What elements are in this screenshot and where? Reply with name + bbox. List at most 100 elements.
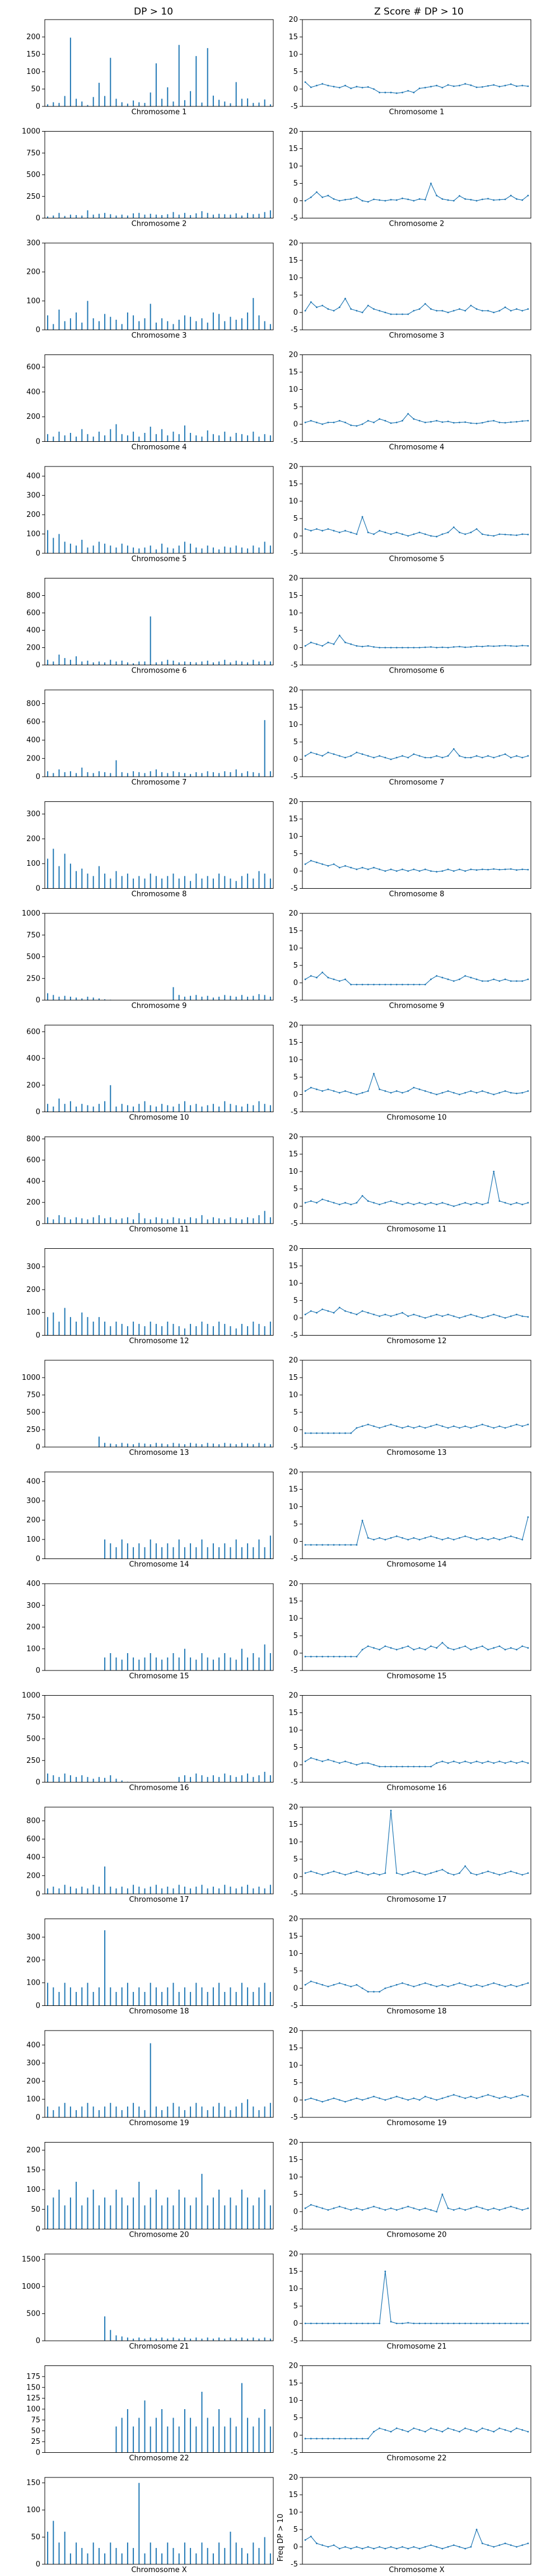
point: [418, 1315, 421, 1317]
point: [447, 1427, 449, 1429]
y-tick-label: 10: [288, 1168, 298, 1176]
point: [527, 2542, 529, 2545]
point: [424, 757, 426, 759]
point: [498, 2322, 501, 2325]
point: [464, 2547, 466, 2550]
point: [402, 91, 403, 94]
point: [470, 199, 472, 200]
point: [487, 755, 489, 757]
point: [516, 2546, 517, 2548]
point: [510, 2097, 512, 2099]
point: [344, 1760, 346, 1762]
y-tick-label: 200: [26, 1198, 40, 1207]
point: [470, 2207, 472, 2209]
x-axis-label: Chromosome 1: [132, 108, 187, 116]
point: [504, 2207, 506, 2209]
axes-frame: [302, 689, 531, 777]
point: [344, 530, 346, 532]
point: [413, 2322, 415, 2325]
point: [333, 863, 335, 865]
point: [361, 1872, 363, 1874]
point: [498, 2427, 501, 2429]
point: [493, 419, 495, 422]
y-tick-label: 200: [26, 413, 40, 421]
y-tick-label: 10: [288, 1726, 298, 1735]
point: [516, 2207, 517, 2209]
y-tick-label: 10: [288, 2173, 298, 2182]
point: [407, 2099, 409, 2101]
panel-zscore-18: -5 0 5 10 15 20 Chromosome 18: [288, 1915, 531, 2016]
point: [459, 646, 460, 647]
y-tick-label: 175: [26, 2373, 40, 2381]
point: [504, 2322, 506, 2325]
x-axis-label: Chromosome 9: [389, 1002, 445, 1010]
point: [350, 643, 352, 645]
y-tick-label: 400: [26, 388, 40, 396]
point: [504, 1986, 506, 1987]
axes-frame: [44, 1136, 274, 1224]
point: [430, 2209, 432, 2211]
point: [344, 1984, 346, 1986]
point: [452, 85, 455, 87]
panel-dp-11: 0 200 400 600 800 Chromosome 11: [26, 1135, 274, 1234]
point: [356, 1655, 358, 1658]
y-tick-label: 100: [26, 1645, 40, 1653]
y-tick-label: 25: [31, 2438, 40, 2446]
point: [436, 2322, 438, 2325]
point: [390, 647, 392, 648]
point: [304, 528, 306, 530]
axes-frame: [44, 2477, 274, 2565]
point: [316, 2438, 318, 2440]
y-tick-label: 600: [26, 1835, 40, 1844]
point: [304, 978, 306, 981]
point: [384, 647, 386, 648]
axes-frame: [302, 1360, 531, 1448]
point: [356, 752, 358, 753]
axes-frame: [44, 1472, 274, 1559]
point: [413, 533, 415, 535]
point: [521, 645, 524, 647]
point: [395, 1766, 398, 1768]
point: [304, 2438, 306, 2440]
panel-dp-22: 0 25 50 75 100 125 150 175 Chromosome 22: [26, 2365, 274, 2463]
point: [441, 198, 444, 200]
point: [487, 645, 489, 647]
point: [436, 975, 438, 977]
y-tick-label: 250: [26, 1426, 40, 1434]
point: [521, 1645, 524, 1648]
y-tick-label: 300: [26, 1263, 40, 1271]
point: [310, 1980, 312, 1982]
point: [350, 755, 352, 757]
point: [395, 2427, 398, 2429]
point: [361, 646, 363, 647]
y-tick-label: 20: [288, 798, 298, 806]
panel-zscore-12: -5 0 5 10 15 20 Chromosome 12: [288, 1245, 531, 1346]
point: [413, 647, 415, 648]
point: [338, 87, 340, 88]
point: [464, 1645, 466, 1648]
point: [304, 645, 306, 647]
point: [527, 85, 529, 87]
point: [493, 868, 495, 870]
point: [373, 88, 375, 90]
point: [367, 755, 369, 757]
point: [487, 1092, 489, 1094]
point: [310, 86, 312, 88]
point: [373, 533, 375, 535]
axes-frame: [44, 1583, 274, 1671]
axes-frame: [44, 1025, 274, 1112]
point: [333, 978, 335, 981]
point: [333, 310, 335, 312]
point: [413, 1870, 415, 1873]
series-line: [305, 413, 528, 427]
point: [333, 1984, 335, 1986]
point: [447, 2207, 449, 2209]
point: [390, 758, 392, 760]
point: [475, 1092, 478, 1094]
point: [481, 869, 483, 870]
point: [498, 1539, 501, 1541]
y-tick-label: 200: [26, 1286, 40, 1294]
point: [413, 1766, 415, 1768]
point: [481, 757, 483, 759]
point: [316, 1088, 318, 1090]
